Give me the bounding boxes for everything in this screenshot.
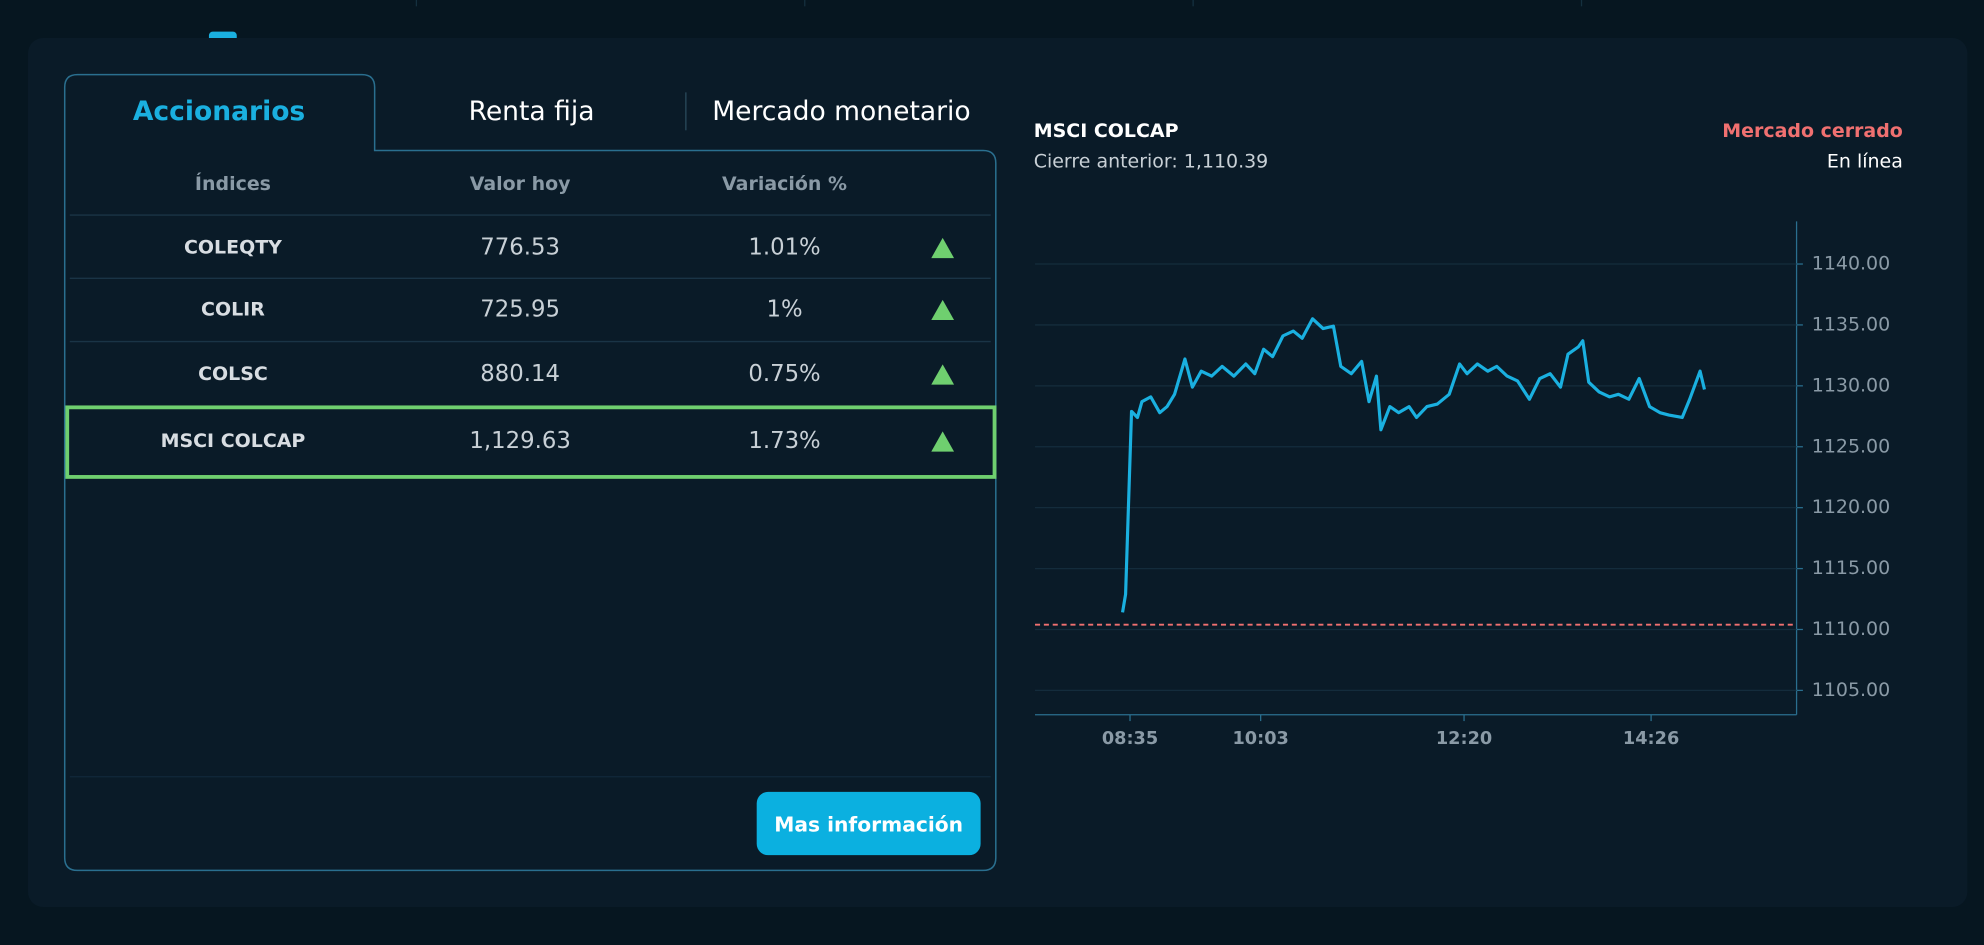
x-tick-label: 10:03 (1232, 729, 1288, 749)
column-header: Índices (195, 172, 271, 195)
cell: 1,129.63 (469, 428, 570, 454)
y-tick-label: 1120.00 (1812, 496, 1890, 518)
index-name: COLIR (201, 298, 265, 320)
cell: 1.01% (748, 234, 820, 260)
up-arrow (931, 364, 955, 385)
price-line (1120, 317, 1707, 613)
button-label[interactable]: Mas información (774, 813, 963, 837)
tab[interactable]: Accionarios (133, 96, 305, 127)
x-tick-label: 08:35 (1102, 729, 1158, 749)
x-tick-label: 14:26 (1623, 729, 1679, 749)
index-name: MSCI COLCAP (161, 430, 306, 452)
y-tick-label: 1115.00 (1812, 557, 1890, 579)
market-status-detail: En línea (1827, 150, 1903, 172)
cell: 880.14 (480, 361, 560, 387)
button-bg[interactable] (756, 791, 981, 856)
y-tick-label: 1135.00 (1812, 313, 1890, 335)
tab[interactable]: Mercado monetario (712, 96, 970, 127)
column-header: Valor hoy (470, 173, 571, 195)
cell: 725.95 (480, 296, 560, 322)
index-name: COLEQTY (184, 236, 282, 258)
column-header: Variación % (722, 173, 847, 195)
cell: 0.75% (748, 361, 820, 387)
top-separators (415, 0, 1583, 7)
y-tick-label: 1130.00 (1812, 374, 1890, 396)
card-border (63, 73, 997, 872)
more-info-button[interactable]: Mas información (756, 791, 981, 856)
cell: 1.73% (748, 428, 820, 454)
up-arrow (931, 237, 955, 259)
x-tick-label: 12:20 (1436, 729, 1492, 749)
market-status: Mercado cerrado (1722, 120, 1903, 142)
y-tick-label: 1125.00 (1812, 435, 1890, 457)
y-tick-label: 1140.00 (1812, 253, 1890, 275)
cell: 1% (766, 296, 802, 322)
cell: 776.53 (480, 234, 560, 260)
index-name: COLSC (198, 363, 268, 385)
up-arrow (931, 299, 955, 321)
chart-subtitle: Cierre anterior: 1,110.39 (1034, 150, 1269, 172)
y-tick-label: 1105.00 (1812, 679, 1890, 701)
tab[interactable]: Renta fija (469, 96, 595, 127)
selected-row (65, 405, 997, 479)
up-arrow (931, 431, 955, 452)
y-tick-label: 1110.00 (1812, 618, 1890, 640)
chart-title: MSCI COLCAP (1034, 120, 1179, 142)
